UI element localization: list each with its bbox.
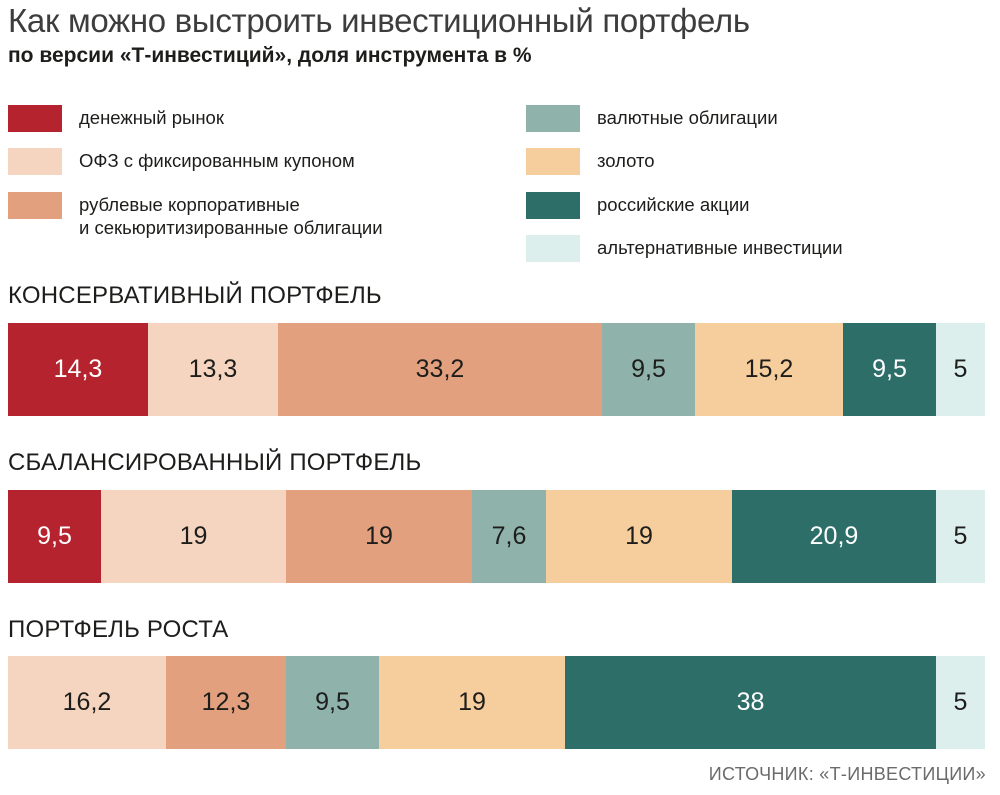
legend-item-corporate-bonds: рублевые корпоративные и секьюритизирова… bbox=[8, 192, 383, 239]
data-label-ofz: 13,3 bbox=[188, 355, 238, 383]
data-label-russian-stocks: 38 bbox=[736, 688, 765, 716]
section-title-growth: ПОРТФЕЛЬ РОСТА bbox=[8, 616, 229, 643]
bar-segment-money-market bbox=[8, 490, 101, 583]
bar-segment-currency-bonds bbox=[286, 656, 379, 749]
data-label-alternative: 5 bbox=[953, 688, 968, 716]
bar-segment-currency-bonds bbox=[602, 323, 695, 416]
legend-label: золото bbox=[597, 150, 655, 171]
legend-label: ОФЗ с фиксированным купоном bbox=[79, 150, 355, 171]
bar-segment-alternative bbox=[936, 490, 985, 583]
legend-item-ofz: ОФЗ с фиксированным купоном bbox=[8, 148, 355, 175]
bar-segment-russian-stocks bbox=[565, 656, 936, 749]
bar-segment-gold bbox=[379, 656, 565, 749]
legend-item-russian-stocks: российские акции bbox=[526, 192, 750, 219]
data-label-currency-bonds: 9,5 bbox=[631, 355, 666, 383]
legend-swatch bbox=[8, 192, 62, 219]
chart-title: Как можно выстроить инвестиционный портф… bbox=[8, 2, 750, 39]
data-label-alternative: 5 bbox=[953, 355, 968, 383]
legend-label: рублевые корпоративные и секьюритизирова… bbox=[79, 194, 383, 238]
bar-segment-currency-bonds bbox=[472, 490, 546, 583]
legend-item-gold: золото bbox=[526, 148, 655, 175]
bar-segment-gold bbox=[695, 323, 843, 416]
legend-item-currency-bonds: валютные облигации bbox=[526, 105, 778, 132]
section-title-balanced: СБАЛАНСИРОВАННЫЙ ПОРТФЕЛЬ bbox=[8, 449, 422, 476]
bar-segment-corporate-bonds bbox=[166, 656, 286, 749]
chart-subtitle: по версии «Т-инвестиций», доля инструмен… bbox=[8, 44, 532, 67]
data-label-gold: 19 bbox=[625, 522, 653, 550]
data-label-russian-stocks: 9,5 bbox=[872, 355, 907, 383]
data-label-corporate-bonds: 33,2 bbox=[415, 355, 465, 383]
bar-segment-ofz bbox=[101, 490, 286, 583]
data-label-russian-stocks: 20,9 bbox=[809, 522, 859, 550]
bar-segment-alternative bbox=[936, 323, 985, 416]
bar-segment-corporate-bonds bbox=[278, 323, 602, 416]
data-label-currency-bonds: 9,5 bbox=[315, 688, 350, 716]
bar-segment-russian-stocks bbox=[843, 323, 936, 416]
data-label-gold: 15,2 bbox=[744, 355, 794, 383]
data-label-money-market: 9,5 bbox=[37, 522, 72, 550]
bar-balanced: 9,5 19 19 7,6 19 20,9 5 bbox=[8, 490, 985, 583]
section-title-conservative: КОНСЕРВАТИВНЫЙ ПОРТФЕЛЬ bbox=[8, 282, 382, 309]
legend-swatch bbox=[526, 235, 580, 262]
source-note: ИСТОЧНИК: «Т-ИНВЕСТИЦИИ» bbox=[708, 764, 986, 784]
bar-segment-money-market bbox=[8, 323, 148, 416]
bar-conservative: 14,3 13,3 33,2 9,5 15,2 9,5 5 bbox=[8, 323, 985, 416]
bar-growth: 16,2 12,3 9,5 19 38 5 bbox=[8, 656, 985, 749]
legend-label: российские акции bbox=[597, 194, 750, 215]
bar-segment-ofz bbox=[148, 323, 278, 416]
bar-segment-ofz bbox=[8, 656, 166, 749]
legend-swatch bbox=[8, 105, 62, 132]
bar-segment-russian-stocks bbox=[732, 490, 936, 583]
data-label-ofz: 19 bbox=[179, 522, 208, 550]
data-label-gold: 19 bbox=[458, 688, 486, 716]
data-label-ofz: 16,2 bbox=[62, 688, 112, 716]
data-label-currency-bonds: 7,6 bbox=[491, 522, 527, 550]
legend-label: альтернативные инвестиции bbox=[597, 237, 843, 258]
legend-item-money-market: денежный рынок bbox=[8, 105, 224, 132]
bar-segment-corporate-bonds bbox=[286, 490, 472, 583]
data-label-money-market: 14,3 bbox=[53, 355, 103, 383]
legend-swatch bbox=[8, 148, 62, 175]
legend-item-alternative: альтернативные инвестиции bbox=[526, 235, 843, 262]
legend-label: денежный рынок bbox=[79, 107, 224, 128]
data-label-corporate-bonds: 12,3 bbox=[201, 688, 251, 716]
data-label-alternative: 5 bbox=[953, 522, 968, 550]
legend-swatch bbox=[526, 192, 580, 219]
data-label-corporate-bonds: 19 bbox=[365, 522, 393, 550]
legend-swatch bbox=[526, 148, 580, 175]
legend-label: валютные облигации bbox=[597, 107, 778, 128]
bar-segment-alternative bbox=[936, 656, 985, 749]
legend-swatch bbox=[526, 105, 580, 132]
bar-segment-gold bbox=[546, 490, 732, 583]
